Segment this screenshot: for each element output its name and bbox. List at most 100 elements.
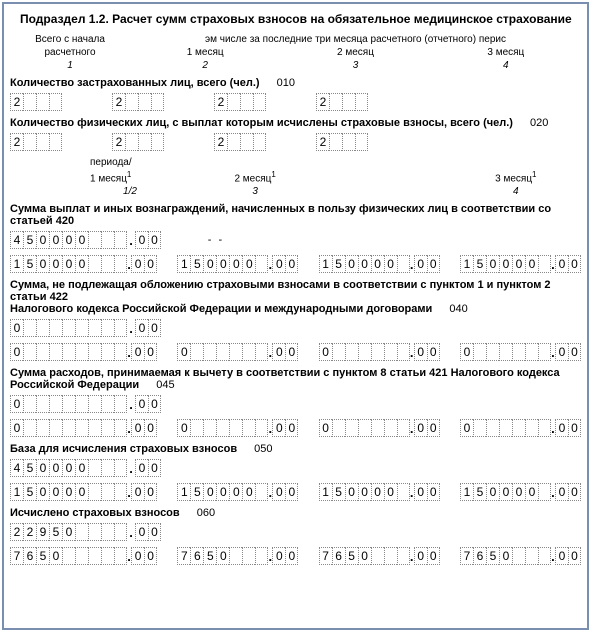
cell[interactable]	[101, 547, 114, 565]
cell[interactable]: 2	[214, 133, 227, 151]
cell[interactable]	[88, 231, 101, 249]
cell[interactable]: 0	[144, 483, 157, 501]
cell[interactable]	[36, 395, 49, 413]
cell[interactable]: 6	[473, 547, 486, 565]
cell-group[interactable]: 2	[316, 93, 368, 111]
cell[interactable]	[345, 343, 358, 361]
cell[interactable]	[75, 343, 88, 361]
cell[interactable]: 1	[460, 255, 473, 273]
cell[interactable]: 0	[555, 419, 568, 437]
cell-group[interactable]: 00	[131, 483, 157, 501]
cell[interactable]	[253, 133, 266, 151]
cell-group[interactable]: 00	[555, 255, 581, 273]
cell[interactable]: 0	[358, 255, 371, 273]
cell[interactable]	[75, 547, 88, 565]
cell[interactable]	[88, 547, 101, 565]
cell[interactable]: 0	[499, 483, 512, 501]
cell[interactable]: 0	[427, 255, 440, 273]
cell[interactable]: 0	[525, 255, 538, 273]
cell[interactable]: 0	[427, 547, 440, 565]
cell[interactable]	[125, 93, 138, 111]
cell[interactable]: 0	[285, 343, 298, 361]
cell[interactable]	[62, 395, 75, 413]
cell[interactable]	[114, 459, 127, 477]
cell[interactable]	[525, 419, 538, 437]
cell[interactable]	[486, 343, 499, 361]
cell[interactable]: 0	[242, 255, 255, 273]
cell-group[interactable]: 00	[555, 547, 581, 565]
cell[interactable]	[138, 93, 151, 111]
cell-group[interactable]: 00	[555, 419, 581, 437]
cell[interactable]	[36, 133, 49, 151]
cell[interactable]: 2	[10, 133, 23, 151]
cell[interactable]	[342, 93, 355, 111]
cell[interactable]	[36, 343, 49, 361]
cell[interactable]: 0	[568, 419, 581, 437]
cell[interactable]	[384, 547, 397, 565]
cell[interactable]: 1	[177, 483, 190, 501]
cell-group[interactable]: 0	[10, 419, 127, 437]
cell[interactable]	[114, 343, 127, 361]
cell[interactable]: 0	[568, 547, 581, 565]
cell[interactable]	[88, 483, 101, 501]
cell[interactable]: 5	[473, 483, 486, 501]
cell[interactable]: 0	[272, 419, 285, 437]
cell[interactable]: 0	[36, 483, 49, 501]
cell[interactable]: 0	[10, 343, 23, 361]
cell[interactable]: 0	[512, 483, 525, 501]
cell[interactable]: 0	[555, 343, 568, 361]
cell[interactable]: 0	[135, 319, 148, 337]
cell[interactable]: 0	[135, 395, 148, 413]
cell-group[interactable]: 150000	[319, 255, 410, 273]
cell[interactable]: 9	[36, 523, 49, 541]
cell[interactable]	[23, 343, 36, 361]
cell-group[interactable]: 00	[414, 419, 440, 437]
cell[interactable]: 0	[177, 419, 190, 437]
cell[interactable]	[62, 319, 75, 337]
cell[interactable]: 0	[414, 483, 427, 501]
cell[interactable]: 0	[144, 255, 157, 273]
cell[interactable]: 0	[555, 255, 568, 273]
cell[interactable]: 7	[319, 547, 332, 565]
cell-group[interactable]: 00	[272, 547, 298, 565]
cell-group[interactable]: 2	[112, 133, 164, 151]
cell[interactable]: 0	[62, 231, 75, 249]
cell[interactable]: 0	[62, 483, 75, 501]
cell-group[interactable]: 450000	[10, 459, 127, 477]
cell[interactable]	[397, 255, 410, 273]
cell[interactable]	[525, 547, 538, 565]
cell[interactable]	[538, 547, 551, 565]
cell[interactable]	[499, 419, 512, 437]
cell[interactable]: 0	[486, 255, 499, 273]
cell[interactable]: 0	[512, 255, 525, 273]
cell[interactable]: 0	[568, 483, 581, 501]
cell[interactable]: 2	[316, 93, 329, 111]
cell[interactable]	[227, 93, 240, 111]
cell[interactable]: 0	[177, 343, 190, 361]
cell-group[interactable]: 00	[131, 547, 157, 565]
cell[interactable]: 5	[23, 231, 36, 249]
cell[interactable]	[342, 133, 355, 151]
cell[interactable]	[101, 319, 114, 337]
cell[interactable]	[49, 319, 62, 337]
cell[interactable]	[397, 419, 410, 437]
cell[interactable]: 0	[131, 483, 144, 501]
cell[interactable]	[88, 395, 101, 413]
cell[interactable]: 0	[384, 483, 397, 501]
cell[interactable]: 0	[319, 419, 332, 437]
cell[interactable]: 4	[10, 459, 23, 477]
cell[interactable]: 0	[229, 255, 242, 273]
cell[interactable]: 0	[414, 343, 427, 361]
cell[interactable]	[255, 483, 268, 501]
cell[interactable]	[114, 395, 127, 413]
cell-group[interactable]: 00	[135, 523, 161, 541]
cell[interactable]: 0	[427, 343, 440, 361]
cell[interactable]	[101, 523, 114, 541]
cell[interactable]: 0	[36, 255, 49, 273]
cell[interactable]	[23, 419, 36, 437]
cell[interactable]	[125, 133, 138, 151]
cell[interactable]	[512, 343, 525, 361]
cell-group[interactable]: 00	[272, 419, 298, 437]
cell[interactable]	[255, 419, 268, 437]
cell[interactable]	[151, 93, 164, 111]
